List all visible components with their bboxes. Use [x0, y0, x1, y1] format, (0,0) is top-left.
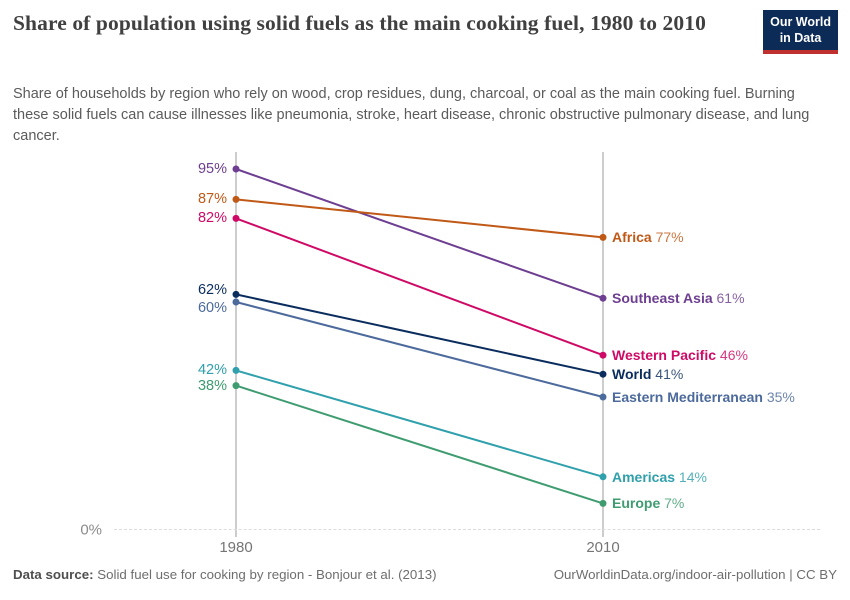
series-label-europe[interactable]: Europe 7% — [612, 496, 684, 510]
series-line-africa[interactable] — [235, 198, 604, 239]
zero-gridline — [114, 529, 820, 530]
series-dot-end-africa[interactable] — [599, 233, 607, 241]
series-label-americas[interactable]: Americas 14% — [612, 470, 707, 484]
owid-logo-line1: Our World — [770, 15, 831, 29]
series-line-europe[interactable] — [235, 384, 604, 505]
data-source-text: Solid fuel use for cooking by region - B… — [93, 567, 437, 582]
end-value-label-africa: 77% — [651, 229, 684, 246]
series-label-world[interactable]: World 41% — [612, 367, 683, 381]
x-tick-1980: 1980 — [219, 539, 253, 556]
series-name-western-pacific: Western Pacific — [612, 347, 717, 364]
series-label-southeast-asia[interactable]: Southeast Asia 61% — [612, 291, 745, 305]
series-line-americas[interactable] — [235, 369, 604, 478]
credit-link[interactable]: OurWorldinData.org/indoor-air-pollution … — [553, 567, 837, 582]
chart-title: Share of population using solid fuels as… — [13, 11, 706, 35]
series-dot-start-world[interactable] — [232, 290, 240, 298]
series-dot-end-world[interactable] — [599, 370, 607, 378]
series-dot-start-southeast-asia[interactable] — [232, 165, 240, 173]
series-dot-start-europe[interactable] — [232, 382, 240, 390]
start-value-label-eastern-mediterranean[interactable]: 60% — [197, 299, 227, 316]
x-tick-2010: 2010 — [586, 539, 620, 556]
series-line-southeast-asia[interactable] — [235, 168, 604, 300]
page-footer: Data source: Solid fuel use for cooking … — [13, 567, 837, 582]
series-name-americas: Americas — [612, 468, 676, 485]
end-value-label-europe: 7% — [660, 495, 685, 512]
data-source: Data source: Solid fuel use for cooking … — [13, 567, 437, 582]
start-value-label-western-pacific[interactable]: 82% — [197, 210, 227, 227]
series-line-world[interactable] — [235, 293, 604, 376]
start-value-label-world[interactable]: 62% — [197, 281, 227, 298]
y-axis-zero-label: 0% — [80, 521, 102, 539]
series-dot-start-africa[interactable] — [232, 195, 240, 203]
data-source-label: Data source: — [13, 567, 94, 582]
series-name-world: World — [612, 366, 652, 383]
series-name-europe: Europe — [612, 495, 661, 512]
series-label-eastern-mediterranean[interactable]: Eastern Mediterranean 35% — [612, 390, 795, 404]
end-value-label-southeast-asia: 61% — [712, 290, 745, 307]
series-dot-end-europe[interactable] — [599, 499, 607, 507]
owid-logo[interactable]: Our World in Data — [763, 10, 838, 55]
axis-line-1980 — [235, 152, 237, 537]
series-name-southeast-asia: Southeast Asia — [612, 290, 713, 307]
series-line-eastern-mediterranean[interactable] — [235, 301, 604, 398]
series-dot-end-southeast-asia[interactable] — [599, 294, 607, 302]
series-dot-start-americas[interactable] — [232, 366, 240, 374]
owid-logo-line2: in Data — [779, 30, 822, 45]
end-value-label-eastern-mediterranean: 35% — [762, 389, 795, 405]
axis-line-2010 — [602, 152, 604, 537]
series-label-africa[interactable]: Africa 77% — [612, 230, 684, 244]
end-value-label-americas: 14% — [675, 468, 707, 485]
series-dot-end-western-pacific[interactable] — [599, 351, 607, 359]
series-name-eastern-mediterranean: Eastern Mediterranean — [612, 389, 763, 405]
start-value-label-southeast-asia[interactable]: 95% — [197, 160, 227, 177]
series-dot-end-eastern-mediterranean[interactable] — [599, 393, 607, 401]
series-dot-start-eastern-mediterranean[interactable] — [232, 298, 240, 306]
series-line-western-pacific[interactable] — [235, 217, 604, 357]
series-dot-end-americas[interactable] — [599, 473, 607, 481]
start-value-label-europe[interactable]: 38% — [197, 377, 227, 394]
end-value-label-western-pacific: 46% — [716, 347, 748, 364]
chart-subtitle: Share of households by region who rely o… — [13, 86, 810, 145]
series-dot-start-western-pacific[interactable] — [232, 214, 240, 222]
series-label-western-pacific[interactable]: Western Pacific 46% — [612, 348, 748, 362]
series-name-africa: Africa — [612, 229, 652, 246]
end-value-label-world: 41% — [651, 366, 684, 383]
start-value-label-americas[interactable]: 42% — [197, 362, 227, 379]
start-value-label-africa[interactable]: 87% — [197, 191, 227, 208]
